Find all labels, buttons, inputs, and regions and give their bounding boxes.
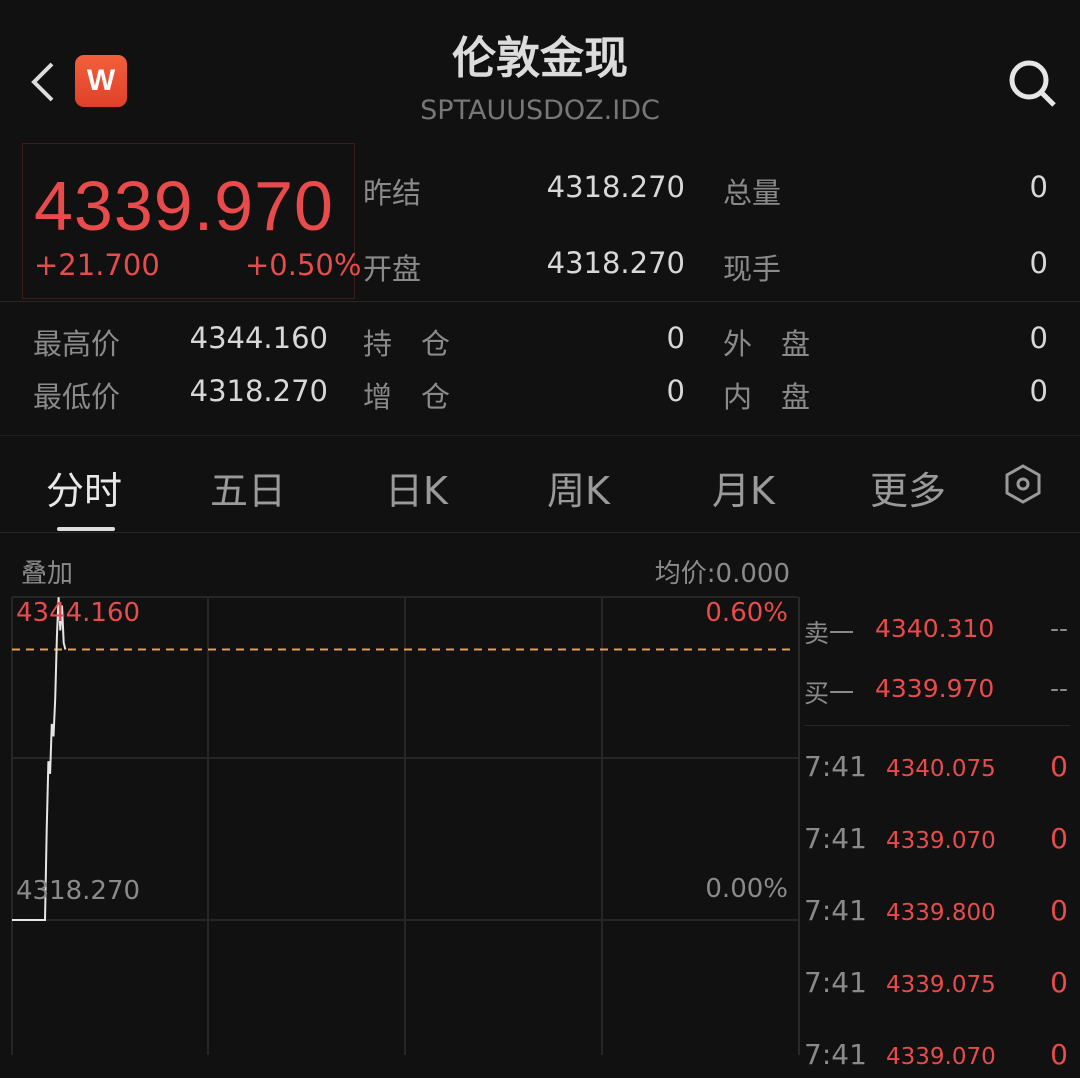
stat-value: 0 [1029,246,1048,280]
y-max-label: 4344.160 [16,598,141,628]
price-change-pct: +0.50% [245,248,362,282]
tick-volume: 0 [1050,750,1068,783]
tick-row: 7:41 4339.070 0 [800,822,1080,862]
panel-divider [798,597,800,1055]
tick-time: 7:41 [804,822,867,855]
tick-volume: 0 [1050,822,1068,855]
tab-weekly-k[interactable]: 周K [547,469,610,513]
tick-price: 4339.800 [886,900,996,926]
bid-price: 4339.970 [875,674,995,703]
tick-row: 7:41 4340.075 0 [800,750,1080,790]
price-line [12,597,67,921]
tick-time: 7:41 [804,894,867,927]
stat-value: 0 [1029,374,1048,408]
stat-label: 昨结 [363,176,422,210]
page-title: 伦敦金现 [452,33,628,84]
tab-five-day[interactable]: 五日 [210,469,287,513]
stat-label: 现手 [723,252,782,286]
divider [0,532,1080,533]
settings-hexagon-icon[interactable] [1003,463,1043,505]
tab-more[interactable]: 更多 [870,469,947,513]
stat-value: 0 [1029,321,1048,355]
overlay-button[interactable]: 叠加 [21,559,74,589]
stat-label: 内 盘 [723,380,811,414]
stat-value: 0 [1029,170,1048,204]
tick-price: 4339.070 [886,828,996,854]
stat-value: 4318.270 [546,170,685,204]
symbol-code: SPTAUUSDOZ.IDC [420,95,660,126]
stat-value: 4318.270 [189,374,328,408]
stat-label: 外 盘 [723,327,811,361]
stat-label: 增 仓 [363,380,451,414]
back-chevron-icon[interactable] [26,60,66,104]
tick-price: 4339.070 [886,1044,996,1070]
stat-label: 最高价 [33,327,121,361]
stat-label: 开盘 [363,252,422,286]
stat-label: 总量 [723,176,782,210]
tick-volume: 0 [1050,894,1068,927]
ask-volume: -- [1049,614,1068,643]
tick-row: 7:41 4339.070 0 [800,1038,1080,1078]
ask-price: 4340.310 [875,614,995,643]
app-logo[interactable]: W [75,55,127,107]
tick-row: 7:41 4339.800 0 [800,894,1080,934]
pct-min-label: 0.00% [705,874,788,904]
stat-label: 最低价 [33,380,121,414]
intraday-chart[interactable] [0,590,800,1055]
tab-intraday[interactable]: 分时 [46,469,123,513]
price-change: +21.700 [34,248,160,282]
tick-price: 4340.075 [886,756,996,782]
stat-value: 4318.270 [546,246,685,280]
avg-price-label: 均价:0.000 [654,559,790,589]
y-min-label: 4318.270 [16,876,141,906]
search-icon[interactable] [1005,58,1059,108]
tab-monthly-k[interactable]: 月K [712,469,775,513]
divider [0,435,1080,436]
tick-time: 7:41 [804,750,867,783]
tick-row: 7:41 4339.075 0 [800,966,1080,1006]
pct-max-label: 0.60% [705,598,788,628]
stat-value: 4344.160 [189,321,328,355]
price-box [22,143,355,299]
ask-label: 卖一 [804,619,855,648]
stat-value: 0 [666,321,685,355]
tab-daily-k[interactable]: 日K [385,469,448,513]
active-tab-indicator [57,527,115,531]
stat-value: 0 [666,374,685,408]
tick-time: 7:41 [804,966,867,999]
stat-label: 持 仓 [363,327,451,361]
bid-volume: -- [1049,674,1068,703]
tick-volume: 0 [1050,966,1068,999]
divider [804,725,1070,726]
tick-price: 4339.075 [886,972,996,998]
bid-label: 买一 [804,679,855,708]
last-price: 4339.970 [34,167,334,245]
divider [0,301,1080,302]
